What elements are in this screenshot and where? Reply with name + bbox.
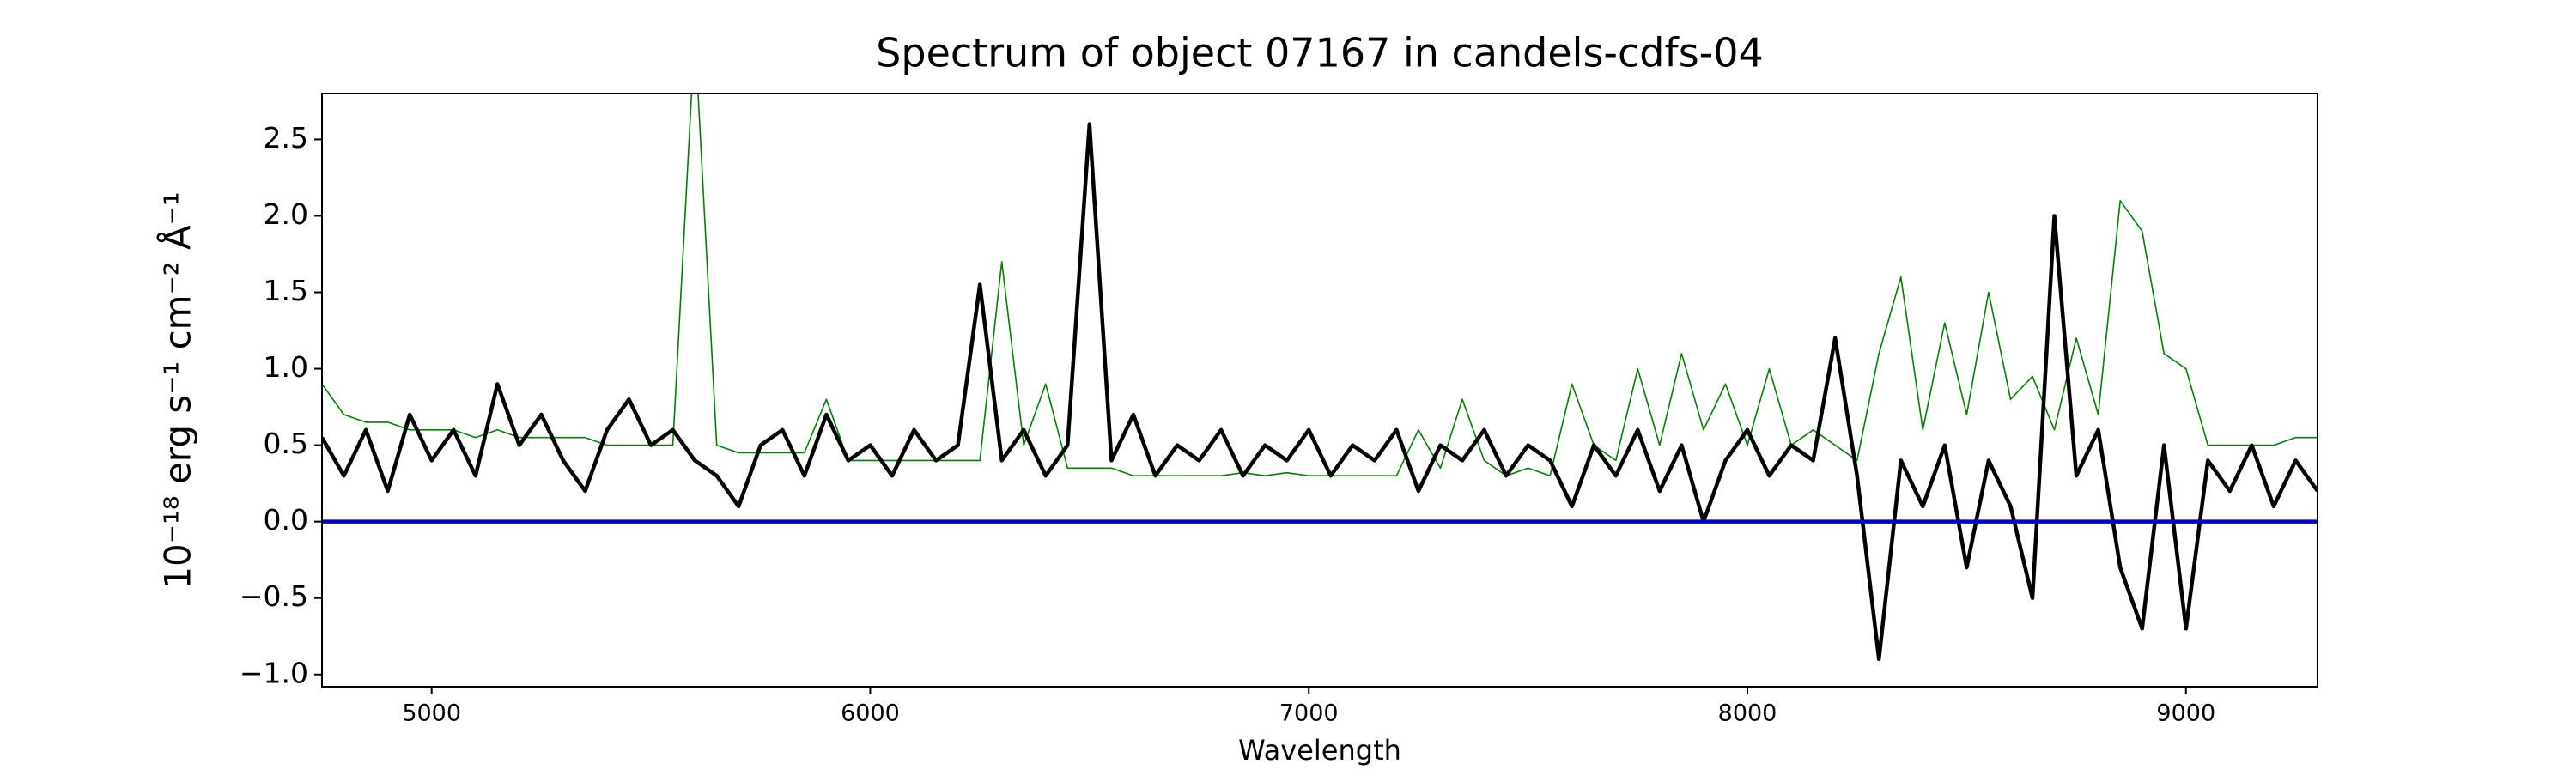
x-tick-label: 5000 xyxy=(402,700,461,727)
x-tick-label: 9000 xyxy=(2156,700,2215,727)
x-axis-label: Wavelength xyxy=(1238,734,1401,767)
x-tick-label: 8000 xyxy=(1718,700,1777,727)
y-tick-label: 0.5 xyxy=(264,427,308,460)
y-tick-label: −0.5 xyxy=(240,579,308,613)
y-axis-label: 10⁻¹⁸ erg s⁻¹ cm⁻² Å⁻¹ xyxy=(156,191,199,589)
x-tick-label: 6000 xyxy=(841,700,900,727)
y-tick-label: 1.0 xyxy=(264,350,308,384)
y-tick-label: 0.0 xyxy=(264,503,308,537)
chart-title: Spectrum of object 07167 in candels-cdfs… xyxy=(876,30,1764,76)
spectrum-line xyxy=(322,94,2318,476)
y-tick-label: −1.0 xyxy=(240,656,308,689)
y-tick-label: 2.5 xyxy=(264,121,308,155)
x-tick-label: 7000 xyxy=(1279,700,1339,727)
spectrum-line xyxy=(322,122,2318,662)
y-tick-label: 1.5 xyxy=(264,274,308,307)
plot-frame xyxy=(321,93,2318,688)
y-tick-label: 2.0 xyxy=(264,197,308,231)
